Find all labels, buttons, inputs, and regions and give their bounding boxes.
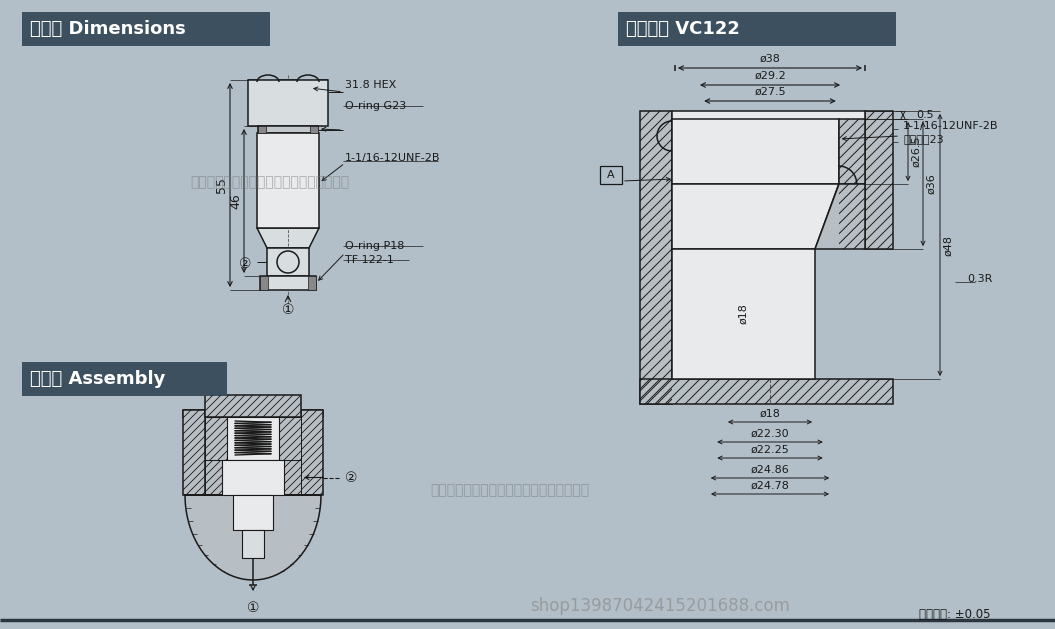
Bar	[279, 417, 301, 460]
Text: 安装图 Assembly: 安装图 Assembly	[30, 370, 166, 388]
Bar	[839, 119, 865, 184]
Polygon shape	[816, 184, 865, 249]
Polygon shape	[672, 184, 839, 249]
Text: 1-1/16-12UNF-2B: 1-1/16-12UNF-2B	[903, 121, 998, 131]
Bar	[22, 362, 227, 396]
Bar	[865, 111, 893, 249]
Bar	[600, 166, 622, 184]
Text: 0.3R: 0.3R	[967, 274, 993, 284]
Bar	[205, 460, 222, 495]
Text: TF 122-1: TF 122-1	[345, 255, 394, 265]
Bar	[233, 495, 273, 530]
Text: ø27.5: ø27.5	[754, 87, 786, 97]
Bar	[839, 184, 865, 249]
Bar	[865, 111, 893, 249]
Text: ø18: ø18	[760, 409, 781, 419]
Text: ①: ①	[247, 601, 260, 615]
Bar	[640, 379, 893, 404]
Bar	[183, 410, 205, 495]
Bar	[205, 460, 222, 495]
Bar	[242, 530, 264, 558]
Text: ②: ②	[345, 470, 358, 484]
Text: ø48: ø48	[943, 235, 953, 255]
Text: ø38: ø38	[760, 54, 781, 64]
Bar	[222, 460, 284, 495]
Bar	[260, 276, 268, 290]
Text: 深圳市宝安区西乡液研液压机电设备经营部: 深圳市宝安区西乡液研液压机电设备经营部	[191, 175, 349, 189]
Text: 46: 46	[230, 193, 243, 209]
Bar	[22, 12, 270, 46]
Bar	[267, 248, 309, 276]
Bar	[310, 126, 318, 133]
Text: 牙有效长23: 牙有效长23	[903, 134, 943, 144]
Bar	[640, 111, 672, 404]
Bar	[672, 119, 839, 184]
Bar	[308, 276, 316, 290]
Text: 1-1/16-12UNF-2B: 1-1/16-12UNF-2B	[345, 153, 441, 163]
Bar	[284, 460, 301, 495]
Text: 尺寸图 Dimensions: 尺寸图 Dimensions	[30, 20, 186, 38]
Text: ø29.2: ø29.2	[754, 71, 786, 81]
Text: 深圳市宝安区西乡液研液压机电设备经营部: 深圳市宝安区西乡液研液压机电设备经营部	[430, 483, 590, 497]
Bar	[258, 126, 318, 133]
Bar	[205, 417, 227, 460]
Bar	[227, 417, 279, 460]
Bar	[672, 249, 816, 379]
Bar	[279, 417, 301, 460]
Text: 55: 55	[215, 177, 229, 193]
Text: 31.8 HEX: 31.8 HEX	[345, 80, 397, 90]
Bar	[618, 12, 896, 46]
Bar	[301, 410, 323, 495]
Bar	[640, 379, 893, 404]
Bar	[258, 126, 266, 133]
Text: ø26.5: ø26.5	[912, 136, 921, 167]
Text: ø24.86: ø24.86	[750, 465, 789, 475]
Bar	[839, 119, 865, 184]
Text: O-ring G23: O-ring G23	[345, 101, 406, 111]
Text: ø22.30: ø22.30	[751, 429, 789, 439]
Bar	[284, 460, 301, 495]
Text: ø22.25: ø22.25	[750, 445, 789, 455]
Text: A: A	[608, 170, 615, 180]
Text: 0.5: 0.5	[916, 110, 934, 120]
Text: ①: ①	[282, 303, 294, 317]
Text: 未注公差: ±0.05: 未注公差: ±0.05	[919, 608, 991, 620]
Polygon shape	[185, 495, 321, 580]
Bar	[672, 111, 865, 120]
Text: ø24.78: ø24.78	[750, 481, 789, 491]
Bar	[640, 111, 672, 404]
Bar	[205, 395, 301, 417]
Bar	[257, 133, 319, 228]
Bar	[205, 395, 301, 417]
Text: ø18: ø18	[738, 304, 748, 325]
Text: ø36: ø36	[926, 174, 936, 194]
Text: O-ring P18: O-ring P18	[345, 241, 404, 251]
Text: ②: ②	[238, 257, 251, 271]
Bar	[260, 276, 316, 290]
Text: 阀孔尺寸 VC122: 阀孔尺寸 VC122	[626, 20, 740, 38]
Bar	[205, 417, 227, 460]
Polygon shape	[257, 228, 319, 248]
Bar	[183, 410, 205, 495]
Bar	[301, 410, 323, 495]
Bar	[248, 80, 328, 126]
Text: shop13987042415201688.com: shop13987042415201688.com	[530, 597, 790, 615]
